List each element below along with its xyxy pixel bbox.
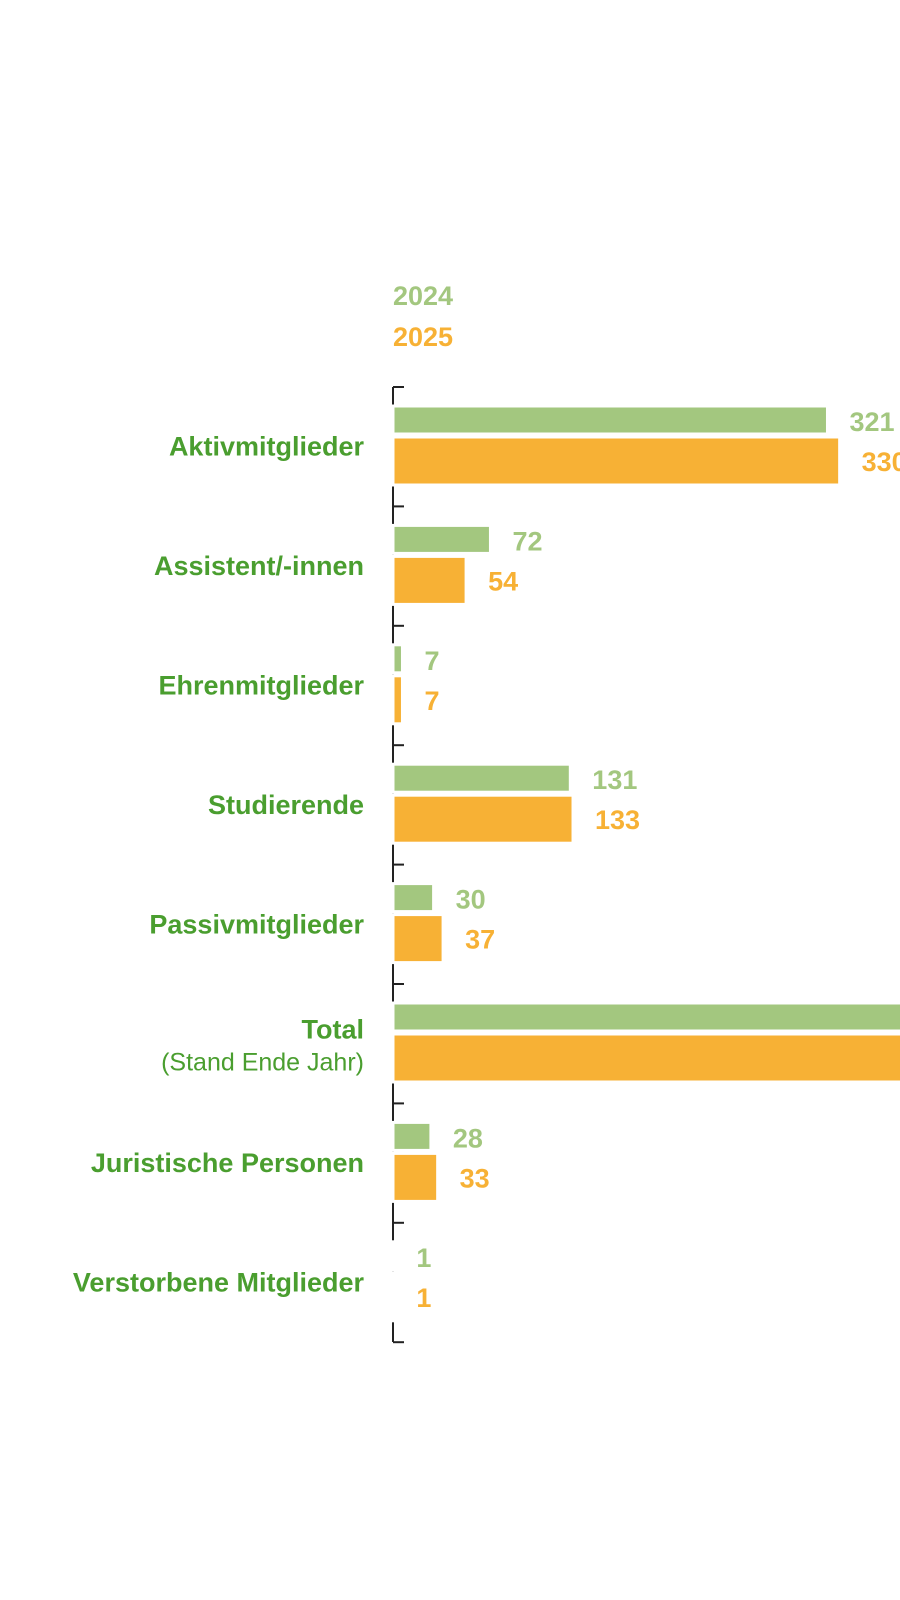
value-label-2024: 7 <box>424 646 439 676</box>
bar-marks: 321 330 72 54 7 7 131 133 30 37 28 33 1 1 <box>391 404 900 1323</box>
chart-legend: 2024 2025 <box>393 281 453 352</box>
category-label: Verstorbene Mitglieder <box>73 1268 365 1298</box>
category-label: Total <box>302 1015 365 1045</box>
bar-2025 <box>391 793 575 845</box>
bar-2024 <box>391 1240 396 1272</box>
bar-2024 <box>391 1001 900 1033</box>
value-label-2024: 321 <box>849 407 894 437</box>
value-label-2024: 28 <box>453 1123 483 1153</box>
bar-2025 <box>391 554 468 606</box>
bar-2024 <box>391 762 572 794</box>
bar-2024 <box>391 404 829 436</box>
bar-2025 <box>391 1271 396 1323</box>
bar-2024 <box>391 1120 433 1152</box>
category-label: Studierende <box>208 790 364 820</box>
category-labels: Aktivmitglieder Assistent/-innen Ehrenmitg… <box>73 432 365 1298</box>
bar-2024 <box>391 643 404 675</box>
category-label: Passivmitglieder <box>149 909 364 939</box>
value-label-2024: 72 <box>512 526 542 556</box>
bar-2025 <box>391 1032 900 1084</box>
category-label: Ehrenmitglieder <box>158 671 364 701</box>
bar-2025 <box>391 674 404 726</box>
value-label-2025: 33 <box>460 1163 490 1193</box>
value-label-2025: 330 <box>862 447 900 477</box>
bar-2025 <box>391 1151 440 1203</box>
category-label: Aktivmitglieder <box>169 432 365 462</box>
category-sublabel: (Stand Ende Jahr) <box>161 1049 364 1077</box>
value-label-2025: 133 <box>595 805 640 835</box>
value-label-2024: 131 <box>592 765 637 795</box>
value-label-2025: 54 <box>488 566 518 596</box>
bar-2024 <box>391 882 436 914</box>
value-label-2025: 1 <box>416 1283 431 1313</box>
value-label-2024: 1 <box>416 1243 431 1273</box>
bar-2025 <box>391 435 842 487</box>
value-label-2025: 7 <box>424 686 439 716</box>
category-label: Assistent/-innen <box>154 551 364 581</box>
value-label-2025: 37 <box>465 925 495 955</box>
legend-entry-2025: 2025 <box>393 322 453 352</box>
category-label: Juristische Personen <box>91 1148 364 1178</box>
bar-2024 <box>391 523 492 555</box>
bar-2025 <box>391 913 445 965</box>
legend-entry-2024: 2024 <box>393 281 453 311</box>
value-label-2024: 30 <box>456 885 486 915</box>
